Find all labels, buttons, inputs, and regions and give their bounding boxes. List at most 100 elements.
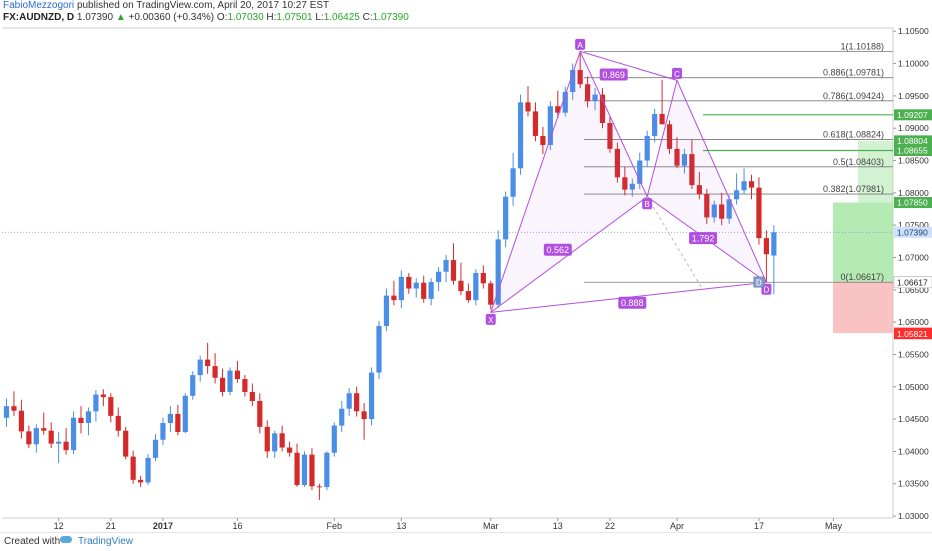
candle-body[interactable]	[227, 370, 233, 392]
candle-body[interactable]	[93, 394, 99, 412]
candle-body[interactable]	[257, 400, 263, 427]
pattern-ratio-badge[interactable]	[599, 68, 628, 81]
candle-body[interactable]	[473, 273, 479, 301]
candle-body[interactable]	[503, 196, 509, 240]
candle-body[interactable]	[48, 430, 54, 444]
candle-body[interactable]	[406, 276, 412, 289]
candle-body[interactable]	[115, 415, 121, 431]
candle-body[interactable]	[458, 280, 464, 292]
symbol-label[interactable]: FX:AUDNZD, D	[3, 12, 75, 23]
candle-body[interactable]	[63, 441, 69, 451]
candle-body[interactable]	[756, 187, 762, 239]
candle-body[interactable]	[346, 393, 352, 409]
candle-body[interactable]	[294, 452, 300, 486]
price-tag[interactable]	[893, 276, 932, 289]
candle-body[interactable]	[525, 102, 531, 112]
candle-body[interactable]	[577, 70, 583, 85]
pattern-point-badge[interactable]	[642, 198, 653, 210]
pattern-ratio-badge[interactable]	[543, 243, 572, 256]
candle-body[interactable]	[659, 113, 665, 125]
candle-body[interactable]	[726, 199, 732, 219]
candle-body[interactable]	[242, 379, 248, 392]
candle-body[interactable]	[264, 426, 270, 452]
candle-body[interactable]	[510, 168, 516, 197]
candle-body[interactable]	[3, 406, 10, 418]
candle-body[interactable]	[532, 111, 539, 136]
pattern-point-badge[interactable]	[485, 313, 496, 325]
candle-body[interactable]	[428, 282, 434, 299]
candle-body[interactable]	[622, 177, 628, 190]
candle-body[interactable]	[421, 282, 427, 299]
candle-body[interactable]	[540, 135, 546, 146]
candle-body[interactable]	[696, 185, 702, 195]
candle-body[interactable]	[324, 452, 330, 487]
candle-body[interactable]	[130, 456, 136, 480]
candle-body[interactable]	[748, 181, 755, 188]
candle-body[interactable]	[145, 457, 151, 483]
candle-body[interactable]	[398, 276, 404, 301]
candle-body[interactable]	[592, 94, 598, 102]
candle-body[interactable]	[391, 295, 397, 301]
candle-body[interactable]	[249, 391, 255, 401]
candle-body[interactable]	[443, 260, 449, 272]
candle-body[interactable]	[585, 84, 591, 102]
candle-body[interactable]	[599, 94, 606, 124]
candle-body[interactable]	[205, 359, 211, 367]
pattern-point-badge[interactable]	[672, 67, 682, 79]
candle-body[interactable]	[167, 413, 173, 423]
candle-body[interactable]	[108, 397, 114, 416]
tradingview-brand[interactable]: TradingView	[78, 536, 134, 547]
candle-body[interactable]	[488, 283, 494, 305]
candle-body[interactable]	[175, 413, 181, 433]
candle-body[interactable]	[711, 204, 717, 218]
candle-body[interactable]	[674, 148, 680, 166]
candle-body[interactable]	[160, 422, 166, 440]
candle-body[interactable]	[33, 428, 39, 445]
candle-body[interactable]	[681, 154, 688, 166]
candle-body[interactable]	[413, 282, 419, 289]
candle-body[interactable]	[465, 291, 471, 301]
candle-body[interactable]	[547, 106, 553, 146]
candle-body[interactable]	[562, 91, 568, 113]
candle-body[interactable]	[56, 441, 62, 444]
candle-body[interactable]	[450, 260, 457, 281]
candle-body[interactable]	[734, 190, 740, 200]
candle-body[interactable]	[100, 394, 106, 398]
candle-body[interactable]	[436, 271, 442, 283]
candle-body[interactable]	[152, 439, 159, 458]
candle-body[interactable]	[219, 377, 226, 392]
candle-body[interactable]	[138, 479, 144, 483]
candle-body[interactable]	[123, 430, 129, 457]
candle-body[interactable]	[11, 406, 17, 411]
d-marker-box[interactable]	[753, 276, 765, 288]
harmonic-pattern[interactable]: X A B C D 0.869 0.562 1.792 0.888	[485, 38, 772, 325]
candle-body[interactable]	[301, 454, 308, 486]
price-tag[interactable]	[894, 135, 932, 147]
candle-body[interactable]	[704, 194, 710, 218]
price-tag[interactable]	[894, 197, 932, 209]
pattern-point-badge[interactable]	[575, 38, 586, 50]
candle-body[interactable]	[354, 393, 360, 412]
candle-body[interactable]	[78, 417, 84, 423]
candle-body[interactable]	[570, 70, 576, 92]
candle-body[interactable]	[309, 454, 315, 487]
candle-body[interactable]	[517, 102, 524, 169]
pattern-ratio-badge[interactable]	[689, 232, 718, 245]
candle-body[interactable]	[644, 135, 650, 161]
candle-body[interactable]	[607, 123, 613, 149]
candle-body[interactable]	[18, 410, 24, 432]
author-link[interactable]: FabioMezzogori	[3, 0, 75, 11]
candle-body[interactable]	[26, 431, 32, 445]
price-tag[interactable]	[894, 328, 932, 340]
candle-body[interactable]	[383, 295, 390, 327]
candle-body[interactable]	[763, 238, 769, 255]
candle-body[interactable]	[41, 428, 47, 431]
candle-body[interactable]	[652, 113, 658, 136]
candle-body[interactable]	[234, 370, 241, 380]
candle-body[interactable]	[316, 486, 322, 488]
candle-body[interactable]	[331, 425, 337, 453]
candle-body[interactable]	[279, 433, 285, 448]
candle-body[interactable]	[339, 408, 345, 426]
candle-body[interactable]	[637, 160, 643, 184]
price-tag[interactable]	[894, 226, 932, 238]
